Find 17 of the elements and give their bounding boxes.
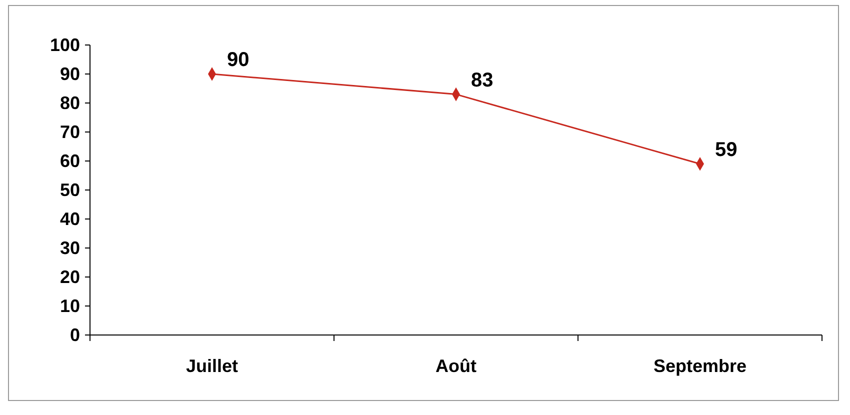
y-tick-label: 0 xyxy=(70,324,80,345)
y-tick-label: 100 xyxy=(50,34,80,55)
x-tick-label: Juillet xyxy=(186,356,238,376)
y-tick-label: 10 xyxy=(60,296,80,316)
x-tick-label: Août xyxy=(436,356,476,376)
data-label: 90 xyxy=(227,49,250,71)
y-tick-label: 70 xyxy=(60,122,80,142)
data-label: 59 xyxy=(715,138,738,161)
y-tick-label: 20 xyxy=(60,266,80,287)
y-tick-label: 40 xyxy=(60,208,80,229)
y-tick-label: 80 xyxy=(60,92,80,113)
y-tick-label: 60 xyxy=(60,150,80,171)
y-tick-label: 50 xyxy=(60,180,80,200)
x-tick-label: Septembre xyxy=(653,356,747,376)
data-label: 83 xyxy=(471,69,494,92)
y-tick-label: 90 xyxy=(60,64,80,84)
y-tick-label: 30 xyxy=(60,238,80,258)
